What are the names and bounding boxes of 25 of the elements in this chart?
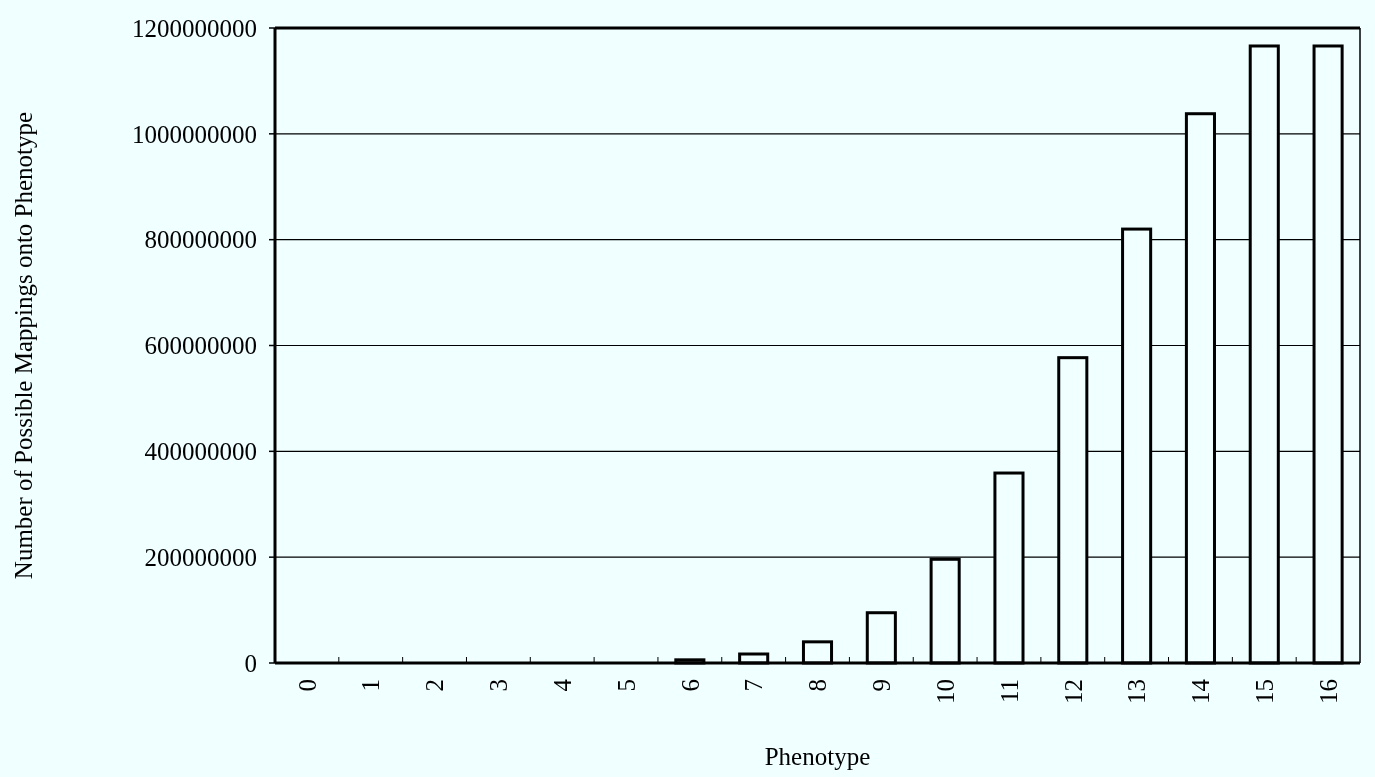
x-tick-label: 12 xyxy=(1059,679,1087,704)
y-tick-label: 800000000 xyxy=(144,226,257,254)
y-axis-title: Number of Possible Mappings onto Phenotype xyxy=(10,111,37,580)
x-tick-label: 13 xyxy=(1123,679,1151,704)
x-tick-label: 11 xyxy=(995,679,1023,704)
x-tick-label: 8 xyxy=(804,679,832,692)
x-tick-label: 6 xyxy=(676,679,704,692)
x-axis-title: Phenotype xyxy=(764,743,871,770)
x-tick-label: 14 xyxy=(1187,678,1215,704)
x-tick-label: 5 xyxy=(612,679,640,692)
y-tick-label: 1000000000 xyxy=(132,120,257,148)
x-tick-label: 0 xyxy=(293,679,321,692)
x-tick-label: 15 xyxy=(1251,679,1279,704)
x-tick-label: 2 xyxy=(421,679,449,692)
y-tick-label: 400000000 xyxy=(144,438,257,466)
y-tick-label: 1200000000 xyxy=(132,14,257,42)
x-tick-label: 16 xyxy=(1314,679,1342,704)
x-tick-label: 10 xyxy=(931,679,959,704)
y-tick-label: 600000000 xyxy=(144,332,257,360)
y-tick-label: 200000000 xyxy=(144,543,257,571)
x-tick-label: 4 xyxy=(548,678,576,692)
x-tick-label: 1 xyxy=(357,679,385,692)
x-tick-label: 3 xyxy=(485,679,513,692)
x-tick-label: 9 xyxy=(868,679,896,692)
x-tick-label: 7 xyxy=(740,679,768,692)
